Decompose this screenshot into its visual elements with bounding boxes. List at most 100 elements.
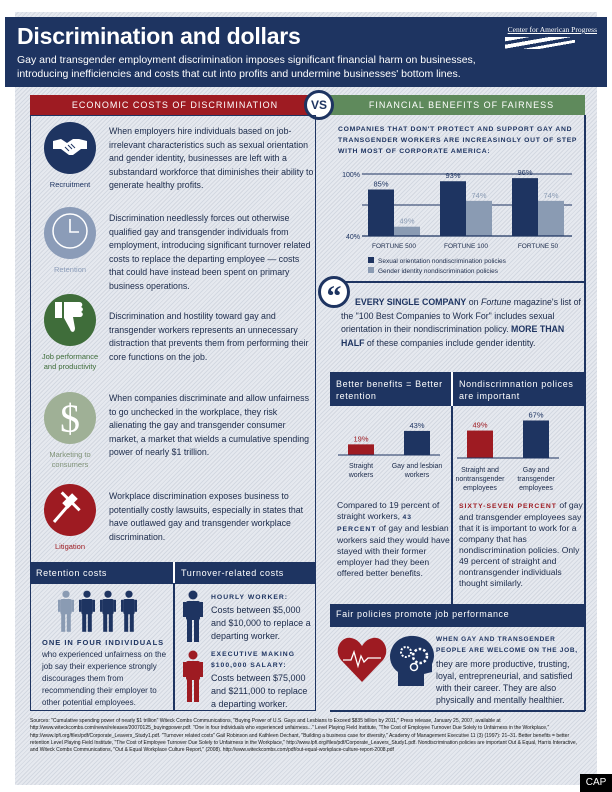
data-label: 74% [471,191,486,200]
cost-text: Discrimination and hostility toward gay … [109,311,309,362]
bar [394,226,420,236]
legend-swatch [368,267,374,273]
page-subtitle: Gay and transgender employment discrimin… [17,54,476,80]
bar [404,430,430,455]
sources: Sources: "Cumulative spending power of n… [30,718,578,754]
bar [348,444,374,455]
retention-chart: 19% Straight workers 43% Gay and lesbian work… [338,421,443,479]
quote-bold: MORE THAN HALF [341,324,565,348]
data-label: 67% [528,410,543,419]
cost-label: Litigation [54,542,86,551]
category-label: Gay and lesbian [392,463,443,470]
divider [451,372,453,406]
data-label: 43% [409,421,424,430]
data-label: 85% [373,180,388,189]
section-header-benefits: FINANCIAL BENEFITS OF FAIRNESS [318,95,585,115]
retention-costs-title: Retention costs [36,568,108,578]
policy-panel-text: SIXTY-SEVEN PERCENT of gay and transgend… [459,500,583,589]
legend-label: Gender identity nondiscrimination polici… [378,268,499,275]
category-label: employees [463,485,497,492]
quote-text: EVERY SINGLE COMPANY on Fortune magazine… [341,296,581,350]
performance-title: Fair policies promote job performance [330,604,585,627]
quote-bold: EVERY SINGLE COMPANY [355,297,467,307]
retention-panel-text: Compared to 19 percent of straight worke… [337,500,450,579]
x-tick-label: FORTUNE 50 [518,243,559,250]
x-tick-label: FORTUNE 100 [444,243,488,250]
text: of gay and transgender employees say tha… [459,500,583,588]
hourly-label: HOURLY WORKER: [211,594,289,601]
category-label: Gay and [523,467,550,474]
text: of gay and lesbian workers said they wou… [337,523,450,578]
performance-text: they are more productive, trusting, loya… [436,659,573,705]
cost-label: Retention [53,265,87,274]
gavel-circle [44,484,96,536]
person-icon [100,590,116,637]
bar [467,430,493,458]
header-banner: Discrimination and dollars Gay and trans… [5,17,607,87]
category-label: Straight [349,463,373,470]
divider [330,710,585,712]
panels-header: Better benefits = Better retention Nondi… [330,372,585,406]
divider [173,583,175,711]
quote-part: of these companies include gender identi… [364,337,536,348]
bar [512,178,538,236]
hourly-worker-icon [183,590,203,642]
person-icon [58,590,74,637]
data-label: 93% [445,171,460,180]
retention-highlight: ONE IN FOUR INDIVIDUALS [42,638,165,647]
dollar-circle: $ [44,392,96,444]
fortune-chart-title: COMPANIES THAT DON'T PROTECT AND SUPPORT… [338,126,578,155]
cap-badge: CAP [580,774,612,792]
bar [440,181,466,236]
executive-icon [183,650,203,702]
handshake-icon [53,135,87,162]
bar [523,420,549,458]
data-label: 49% [472,421,487,430]
text: Compared to 19 percent of straight worke… [337,500,440,521]
category-label: employees [519,485,553,492]
costs-subheader: Retention costs Turnover-related costs [30,562,316,584]
thumbs-down-circle [44,294,96,346]
dollar-icon: $ [60,395,80,441]
y-tick-label: 100% [342,172,360,179]
page-title: Discrimination and dollars [17,23,301,49]
logo-mark [505,37,575,49]
performance-highlight: WHEN GAY AND TRANSGENDER PEOPLE ARE WELC… [436,636,578,654]
cost-label: Marketing to consumers [49,450,91,469]
logo: Center for American Progress [507,25,597,34]
divider [173,562,175,584]
person-icon [121,590,137,637]
thumbs-down-icon [55,300,85,341]
hourly-text: Costs between $5,000 and $10,000 to repl… [211,605,311,641]
quote-part: on [466,297,481,307]
clock-circle [44,207,96,259]
head-gears-icon [390,635,434,686]
policy-panel-title: Nondiscrimnation polices are important [459,379,574,401]
highlight: SIXTY-SEVEN PERCENT [459,503,557,510]
cost-text: Workplace discrimination exposes busines… [109,491,304,542]
fortune-chart: 100% 40% 85% 49% FORTUNE 500 93% 74% FORTUNE 10… [342,168,572,275]
y-tick-label: 40% [346,234,360,241]
gavel-icon [52,490,88,531]
data-label: 74% [543,191,558,200]
heart-icon [337,637,387,682]
data-label: 49% [399,217,414,226]
category-label: nontransgender [455,476,505,483]
category-label: workers [348,472,374,479]
cost-text: Discrimination needlessly forces out oth… [109,213,311,291]
quote-part: magazine's list of the "100 Best Compani… [341,297,581,334]
cost-label: Recruitment [49,180,91,189]
benefits-border [584,115,586,711]
quote-icon: “ [318,276,350,313]
quote-italic: Fortune [480,297,512,307]
policy-chart: 49% Straight and nontransgender employees 67… [455,410,559,492]
exec-text: Costs between $75,000 and $211,000 to re… [211,673,308,709]
person-icon [79,590,95,637]
highlight: 43 PERCENT [337,514,412,533]
divider [330,281,585,283]
data-label: 96% [517,168,532,177]
exec-label: EXECUTIVE MAKING $100,000 SALARY: [211,651,295,669]
cost-label: Job performance and productivity [41,352,99,371]
bar [538,200,564,236]
clock-icon [50,211,90,256]
